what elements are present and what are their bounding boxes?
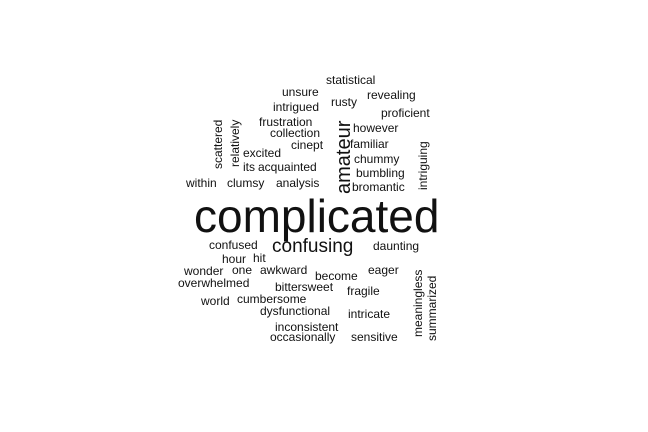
word-amateur: amateur [333,120,355,194]
word-bromantic: bromantic [352,180,405,194]
word-statistical: statistical [326,73,376,87]
word-bittersweet: bittersweet [275,280,334,294]
word-collection: collection [270,126,321,140]
word-rusty: rusty [331,95,358,109]
word-awkward: awkward [260,263,308,277]
word-hour: hour [222,252,247,266]
word-occasionally: occasionally [270,330,336,344]
word-one: one [232,263,253,277]
word-confused: confused [209,238,258,252]
word-scattered: scattered [211,119,225,169]
word-revealing: revealing [367,88,416,102]
word-frustration: frustration [259,115,313,129]
word-clumsy: clumsy [227,176,265,190]
word-cumbersome: cumbersome [237,292,307,306]
word-eager: eager [368,263,399,277]
word-summarized: summarized [425,275,439,341]
word-fragile: fragile [347,284,380,298]
word-excited: excited [243,146,282,160]
word-confusing: confusing [272,236,354,257]
word-proficient: proficient [381,106,430,120]
word-intriguing: intriguing [416,141,430,190]
word-intrigued: intrigued [273,100,320,114]
word-world: world [201,294,230,308]
word-complicated: complicated [194,190,440,242]
word-hit: hit [253,251,266,265]
word-become: become [315,269,358,283]
word-relatively: relatively [228,119,242,167]
word-acquainted: acquainted [258,160,317,174]
word-intricate: intricate [348,307,391,321]
word-bumbling: bumbling [356,166,405,180]
word-meaningless: meaningless [411,269,425,337]
word-its: its [243,160,255,174]
word-however: however [353,121,399,135]
word-inconsistent: inconsistent [275,320,339,334]
word-unsure: unsure [282,85,319,99]
word-within: within [186,176,217,190]
word-cinept: cinept [291,138,324,152]
word-sensitive: sensitive [351,330,398,344]
word-familiar: familiar [350,137,389,151]
word-overwhelmed: overwhelmed [178,276,250,290]
word-analysis: analysis [276,176,320,190]
word-daunting: daunting [373,239,420,253]
word-chummy: chummy [354,152,400,166]
word-dysfunctional: dysfunctional [260,304,331,318]
word-wonder: wonder [184,264,224,278]
